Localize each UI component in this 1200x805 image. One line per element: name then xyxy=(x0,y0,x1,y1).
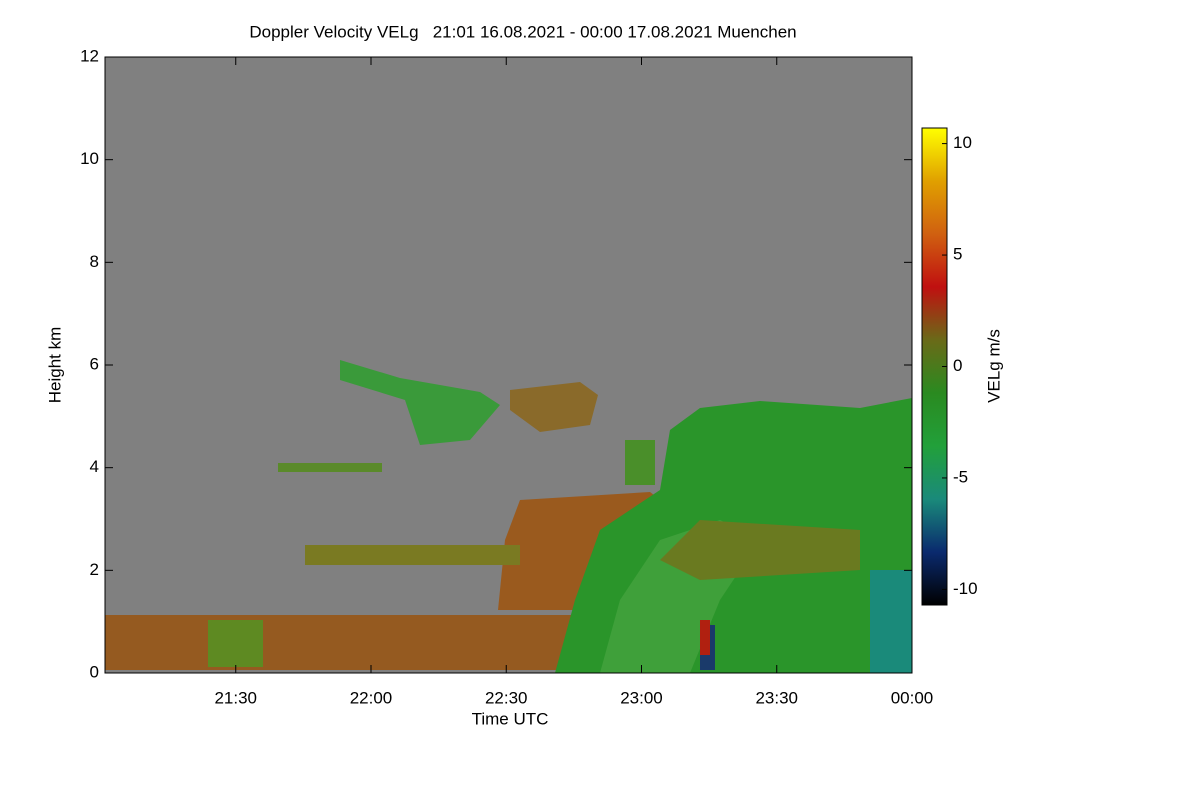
echo-region xyxy=(105,615,590,670)
echo-region xyxy=(340,360,500,445)
y-tick-label: 0 xyxy=(90,662,99,681)
echo-region xyxy=(278,463,382,472)
y-tick-label: 8 xyxy=(90,252,99,271)
x-tick-label: 21:30 xyxy=(214,688,257,707)
y-tick-label: 10 xyxy=(80,149,99,168)
y-tick-label: 6 xyxy=(90,354,99,373)
x-tick-label: 22:30 xyxy=(485,688,528,707)
colorbar-label: VELg m/s xyxy=(984,329,1003,403)
echo-region xyxy=(305,545,520,565)
colorbar-tick-label: 10 xyxy=(953,133,972,152)
x-tick-label: 22:00 xyxy=(350,688,393,707)
echo-region xyxy=(700,620,710,655)
echo-region xyxy=(870,570,912,673)
colorbar-tick-label: -5 xyxy=(953,467,968,486)
x-tick-label: 23:00 xyxy=(620,688,663,707)
x-tick-label: 23:30 xyxy=(755,688,798,707)
echo-region xyxy=(660,520,860,580)
y-tick-label: 2 xyxy=(90,560,99,579)
x-axis-label: Time UTC xyxy=(472,709,549,728)
x-tick-label: 00:00 xyxy=(891,688,934,707)
y-tick-label: 4 xyxy=(90,457,99,476)
colorbar-tick-label: -10 xyxy=(953,579,978,598)
y-axis-label: Height km xyxy=(45,327,64,404)
chart-title: Doppler Velocity VELg 21:01 16.08.2021 -… xyxy=(249,22,796,41)
echo-region xyxy=(510,382,598,432)
echo-region xyxy=(208,620,263,667)
colorbar-tick-label: 5 xyxy=(953,245,962,264)
echo-field xyxy=(105,360,912,673)
y-tick-label: 12 xyxy=(80,46,99,65)
echo-region xyxy=(625,440,655,485)
colorbar-tick-label: 0 xyxy=(953,356,962,375)
